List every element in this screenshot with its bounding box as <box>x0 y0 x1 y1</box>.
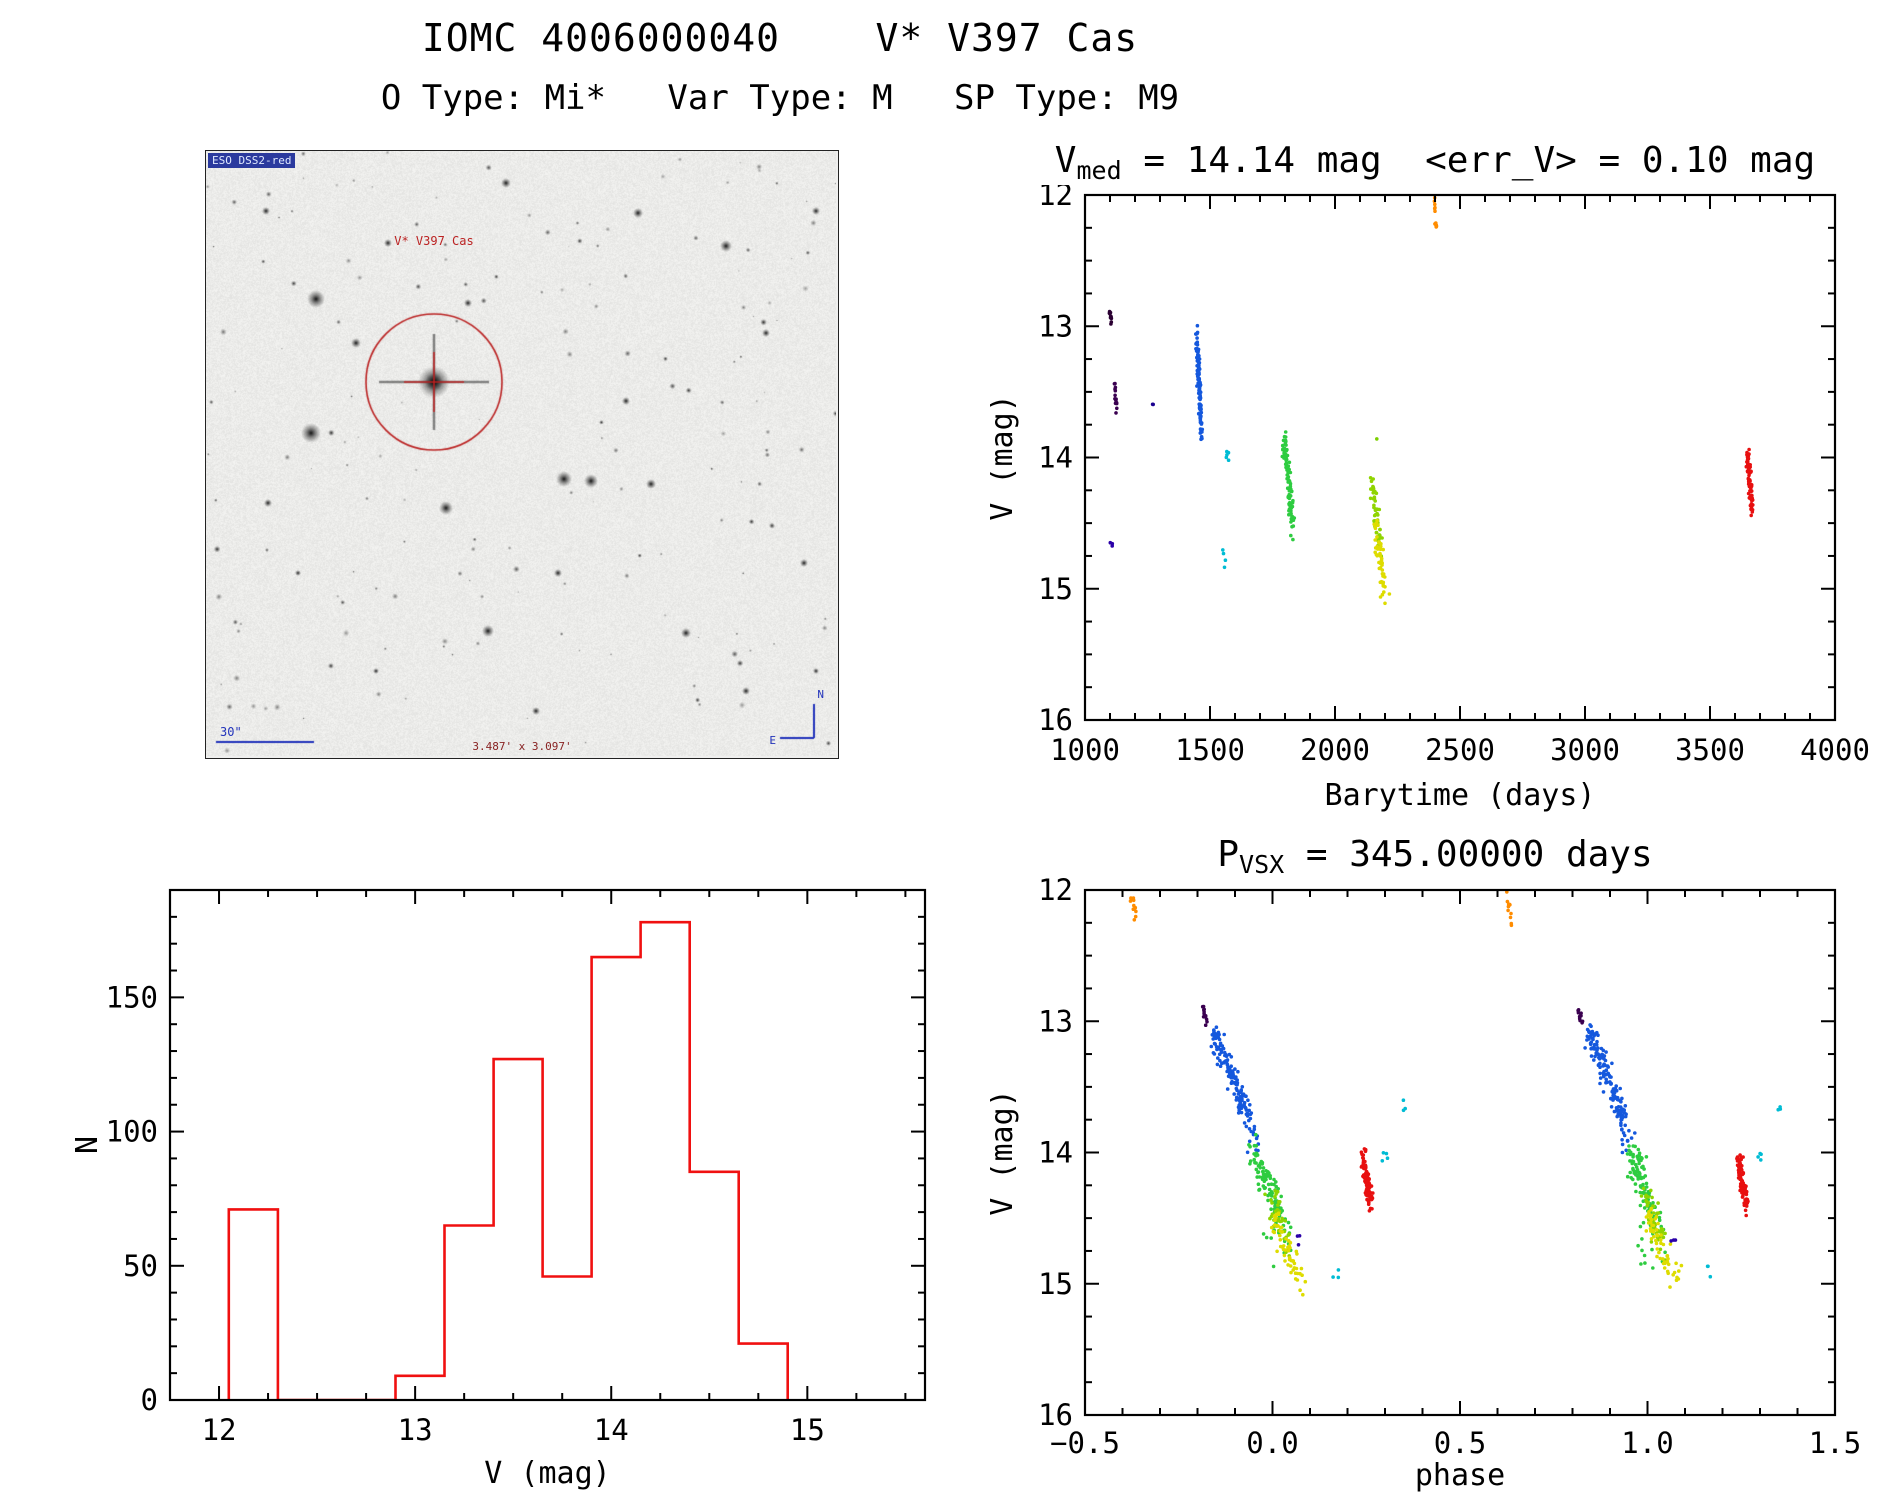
title-part: VSX <box>1239 850 1285 879</box>
survey-label: ESO DSS2-red <box>208 153 296 168</box>
x-tick-label: 1000 <box>1050 733 1120 767</box>
finding-chart-image <box>206 151 836 756</box>
axes-frame <box>1083 888 1837 1417</box>
title-part: V <box>1054 140 1077 181</box>
y-tick-label: 16 <box>1038 1398 1073 1432</box>
phase-ylabel: V (mag) <box>990 1089 1020 1215</box>
fov-size-label: 3.487' x 3.097' <box>472 740 572 753</box>
x-tick-label: 2500 <box>1425 733 1495 767</box>
page-title: IOMC 4006000040 V* V397 Cas <box>421 16 1139 60</box>
scale-label: 30" <box>220 725 242 739</box>
histogram-xlabel: V (mag) <box>484 1456 610 1491</box>
histogram-data-layer <box>227 920 789 1400</box>
histogram-steps <box>227 920 789 1400</box>
y-tick-label: 0 <box>141 1383 158 1417</box>
y-tick-label: 15 <box>1038 572 1073 606</box>
title-part: P <box>1217 834 1240 875</box>
x-tick-label: 2000 <box>1300 733 1370 767</box>
lightcurve-xlabel: Barytime (days) <box>1325 778 1596 813</box>
phase-data-layer <box>1128 890 1783 1297</box>
target-label: V* V397 Cas <box>394 234 474 248</box>
lightcurve-ylabel: V (mag) <box>990 394 1020 520</box>
title-part: = 345.00000 days <box>1284 834 1653 875</box>
finding-chart: ESO DSS2-red V* V397 Cas 30" 3.487' x 3.… <box>205 150 839 759</box>
y-tick-label: 100 <box>106 1115 158 1149</box>
lightcurve-title: Vmed = 14.14 mag <err_V> = 0.10 mag <box>990 140 1880 185</box>
y-tick-label: 16 <box>1038 703 1073 737</box>
x-tick-label: 0.0 <box>1246 1426 1298 1460</box>
x-tick-label: −0.5 <box>1050 1426 1120 1460</box>
title-part: med <box>1076 156 1122 185</box>
y-tick-label: 12 <box>1038 185 1073 212</box>
phase-title: PVSX = 345.00000 days <box>990 834 1880 879</box>
x-tick-label: 3000 <box>1550 733 1620 767</box>
y-tick-label: 14 <box>1038 441 1073 475</box>
x-tick-label: 1.0 <box>1621 1426 1673 1460</box>
lightcurve-plot: 1000 1500 2000 2500 3000 3500 4000 12 13 14 15 16 Ba… <box>990 185 1870 813</box>
x-tick-label: 0.5 <box>1434 1426 1486 1460</box>
axes-frame <box>1083 193 1837 722</box>
y-tick-label: 14 <box>1038 1136 1073 1170</box>
compass-north-label: N <box>817 688 824 701</box>
x-tick-label: 15 <box>790 1413 825 1447</box>
x-tick-label: 3500 <box>1675 733 1745 767</box>
y-tick-label: 50 <box>123 1249 158 1283</box>
x-tick-label: 14 <box>594 1413 629 1447</box>
y-tick-label: 12 <box>1038 875 1073 907</box>
lightcurve-data-layer <box>1107 195 1755 606</box>
header: IOMC 4006000040 V* V397 Cas O Type: Mi* … <box>0 16 1560 118</box>
y-tick-label: 13 <box>1038 309 1073 343</box>
x-tick-label: 4000 <box>1800 733 1870 767</box>
x-tick-label: 1.5 <box>1809 1426 1861 1460</box>
y-tick-label: 13 <box>1038 1004 1073 1038</box>
x-tick-label: 1500 <box>1175 733 1245 767</box>
x-tick-label: 13 <box>398 1413 433 1447</box>
page-subtitle: O Type: Mi* Var Type: M SP Type: M9 <box>380 78 1180 118</box>
y-tick-label: 15 <box>1038 1267 1073 1301</box>
compass-east-label: E <box>769 734 776 747</box>
y-tick-label: 150 <box>106 980 158 1014</box>
title-part: = 14.14 mag <err_V> = 0.10 mag <box>1121 140 1816 181</box>
x-tick-label: 12 <box>202 1413 237 1447</box>
histogram-ylabel: N <box>75 1136 105 1154</box>
phase-xlabel: phase <box>1415 1458 1505 1493</box>
phase-plot: −0.5 0.0 0.5 1.0 1.5 12 13 14 15 16 phase V (mag) <box>990 875 1861 1493</box>
axes-frame <box>168 888 927 1402</box>
